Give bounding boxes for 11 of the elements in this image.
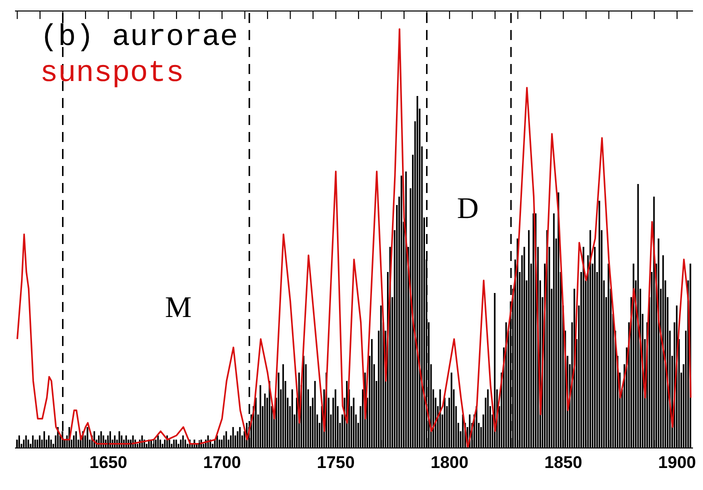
x-tick-label: 1650 — [89, 453, 128, 472]
text: sunspots — [40, 56, 186, 92]
x-tick-label: 1900 — [658, 453, 696, 472]
x-tick-label: 1700 — [203, 453, 241, 472]
legend-label: aurorae — [112, 21, 238, 55]
x-tick-label: 1850 — [544, 453, 582, 472]
annotation: M — [165, 291, 192, 324]
chart-title: (b) — [40, 21, 96, 55]
annotation: D — [457, 192, 479, 225]
x-tick-label: 1800 — [430, 453, 468, 472]
x-tick-label: 1750 — [316, 453, 355, 472]
